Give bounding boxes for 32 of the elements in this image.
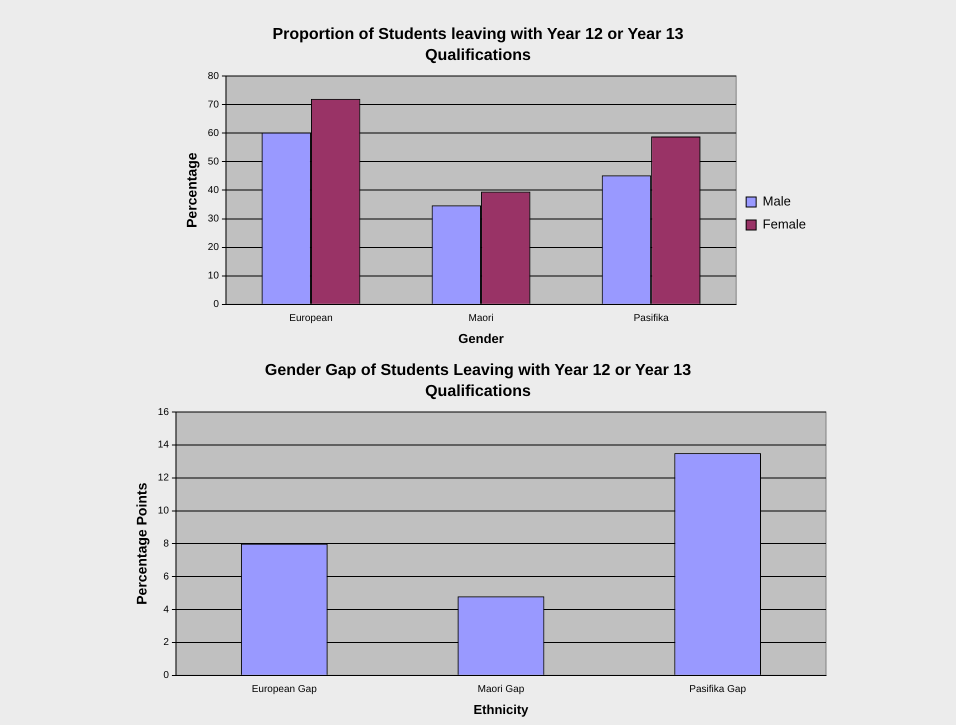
y-tick-label: 2 bbox=[163, 637, 170, 648]
chart-title: Proportion of Students leaving with Year 12 or Year 13 Qualifications bbox=[271, 25, 685, 66]
legend-label: Female bbox=[762, 216, 806, 232]
x-tick-label: Pasifika Gap bbox=[689, 684, 746, 696]
y-tick-label: 50 bbox=[208, 156, 220, 168]
y-tick-label: 6 bbox=[163, 571, 170, 582]
y-tick-label: 10 bbox=[208, 270, 220, 282]
y-tick-label: 20 bbox=[208, 242, 220, 254]
x-tick-label: Maori Gap bbox=[478, 684, 525, 696]
x-tick-label: European bbox=[289, 313, 333, 324]
y-tick-label: 40 bbox=[208, 184, 220, 196]
y-tick-label: 70 bbox=[208, 99, 220, 110]
x-tick-label: Maori bbox=[468, 313, 494, 324]
x-axis-title: Gender bbox=[458, 330, 504, 346]
y-tick-label: 80 bbox=[208, 70, 220, 82]
y-tick-label: 30 bbox=[208, 214, 220, 224]
y-tick-label: 16 bbox=[158, 406, 170, 418]
y-axis-title: Percentage Points bbox=[133, 482, 150, 605]
y-tick-label: 10 bbox=[158, 506, 170, 517]
y-tick-label: 0 bbox=[163, 670, 170, 682]
y-tick-label: 60 bbox=[208, 128, 220, 139]
legend-label: Male bbox=[762, 194, 791, 209]
chart-title: Gender Gap of Students Leaving with Year 12 or Year 13 Qualifications bbox=[264, 361, 692, 402]
y-tick-label: 8 bbox=[163, 538, 170, 550]
y-tick-label: 14 bbox=[158, 440, 170, 451]
x-axis-title: Ethnicity bbox=[474, 702, 530, 717]
y-axis-title: Percentage bbox=[183, 152, 200, 228]
x-tick-label: European Gap bbox=[252, 684, 318, 696]
y-tick-label: 0 bbox=[213, 299, 220, 310]
x-tick-label: Pasifika bbox=[634, 313, 670, 324]
y-tick-label: 4 bbox=[163, 604, 170, 616]
y-tick-label: 12 bbox=[158, 472, 170, 484]
